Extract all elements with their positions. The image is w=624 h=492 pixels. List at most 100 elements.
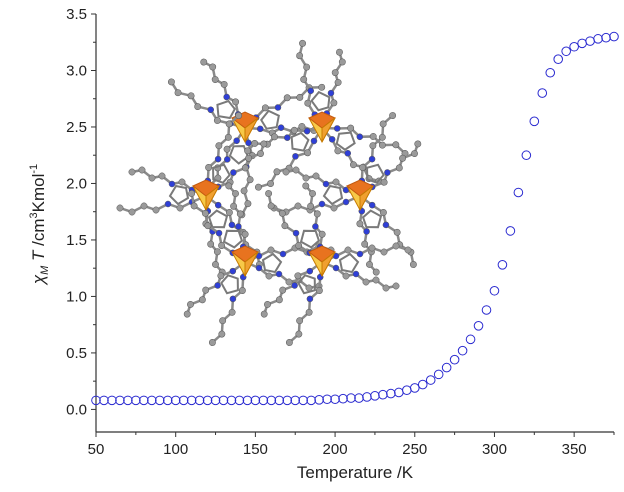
x-tick-label: 100	[163, 441, 188, 458]
nitrogen-atom	[277, 124, 285, 131]
x-tick-label: 200	[323, 441, 348, 458]
carbon-atom	[304, 149, 312, 157]
carbon-atom	[215, 142, 223, 150]
y-tick-label: 3.5	[66, 6, 87, 23]
data-point	[290, 395, 301, 406]
carbon-atom	[273, 168, 281, 176]
carbon-atom	[302, 174, 310, 182]
carbon-atom	[213, 117, 221, 124]
carbon-atom	[257, 150, 264, 158]
polyhedron-face	[321, 251, 336, 277]
carbon-atom	[236, 210, 244, 218]
data-point	[338, 393, 348, 404]
carbon-atom	[271, 133, 278, 141]
data-point	[314, 395, 324, 405]
carbon-atom	[201, 209, 209, 217]
carbon-atom	[330, 204, 338, 212]
ring	[261, 252, 283, 274]
nitrogen-atom	[328, 136, 336, 143]
polyhedron-face	[321, 117, 336, 143]
carbon-atom	[267, 180, 275, 188]
nitrogen-atom	[291, 282, 298, 289]
carbon-atom	[315, 287, 323, 294]
data-point	[99, 395, 109, 406]
carbon-atom	[204, 222, 212, 230]
carbon-atom	[128, 208, 136, 216]
carbon-atom	[283, 94, 291, 102]
data-point	[505, 226, 516, 236]
carbon-atom	[342, 272, 350, 280]
carbon-atom	[278, 209, 286, 217]
data-point	[521, 150, 532, 161]
data-point	[242, 395, 253, 406]
data-point	[593, 34, 603, 44]
y-ticks: 0.0 0.5 1.0 1.5 2.0 2.5 3.0 3.5	[66, 6, 96, 418]
carbon-atom	[116, 204, 124, 212]
carbon-atom	[230, 202, 238, 210]
data-point	[569, 41, 579, 52]
data-point	[465, 334, 476, 345]
data-point	[274, 395, 285, 406]
carbon-atom	[302, 182, 310, 190]
carbon-atom	[275, 296, 283, 304]
nitrogen-atom	[224, 156, 231, 163]
carbon-atom	[148, 174, 156, 182]
nitrogen-atom	[255, 264, 263, 272]
carbon-atom	[187, 300, 194, 308]
carbon-atom	[392, 282, 400, 290]
nitrogen-atom	[382, 221, 390, 229]
y-axis-title-t: T	[29, 249, 48, 266]
y-tick-label: 2.0	[66, 175, 87, 192]
carbon-atom	[332, 178, 340, 186]
carbon-atom	[399, 154, 407, 162]
nitrogen-atom	[292, 153, 299, 160]
carbon-atom	[312, 172, 320, 180]
carbon-atom	[304, 99, 312, 107]
bond	[288, 261, 324, 344]
carbon-atom	[334, 147, 342, 155]
axes	[95, 14, 614, 433]
data-point	[107, 395, 117, 406]
carbon-atom	[378, 141, 386, 149]
data-point	[402, 385, 412, 396]
carbon-atom	[187, 92, 195, 100]
data-point	[585, 36, 595, 46]
data-point	[234, 395, 245, 406]
data-point	[425, 375, 436, 385]
nitrogen-atom	[274, 104, 282, 111]
data-point	[298, 395, 309, 406]
carbon-atom	[379, 120, 387, 128]
carbon-atom	[241, 164, 249, 172]
carbon-atom	[359, 164, 367, 171]
carbon-atom	[296, 93, 304, 101]
data-series	[91, 31, 619, 406]
y-tick-label: 3.0	[66, 62, 87, 79]
nitrogen-atom	[384, 169, 391, 176]
carbon-atom	[395, 164, 403, 172]
nitrogen-atom	[223, 93, 230, 101]
data-point	[362, 392, 372, 402]
carbon-atom	[241, 230, 249, 238]
carbon-atom	[414, 140, 422, 148]
y-axis-title-sup1: 3	[28, 212, 40, 218]
carbon-atom	[366, 260, 373, 268]
carbon-atom	[261, 104, 269, 112]
carbon-atom	[392, 242, 400, 250]
ligand-arm	[183, 260, 247, 346]
data-point	[250, 395, 261, 406]
carbon-atom	[208, 339, 216, 346]
nitrogen-atom	[214, 155, 222, 163]
data-point	[258, 395, 269, 406]
data-point	[561, 46, 571, 57]
carbon-atom	[267, 202, 275, 210]
y-axis-title-sub: M	[39, 265, 51, 275]
carbon-atom	[336, 48, 343, 56]
data-point	[386, 388, 396, 399]
carbon-atom	[225, 209, 233, 216]
nitrogen-atom	[356, 133, 364, 141]
ligand-arm	[270, 166, 361, 216]
carbon-atom	[200, 58, 208, 66]
nitrogen-atom	[214, 282, 221, 289]
carbon-atom	[152, 206, 160, 214]
carbon-atom	[232, 190, 239, 198]
